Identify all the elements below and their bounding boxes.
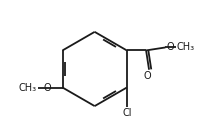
Text: O: O (144, 71, 151, 81)
Text: O: O (44, 82, 51, 93)
Text: CH₃: CH₃ (18, 82, 37, 93)
Text: CH₃: CH₃ (177, 43, 195, 52)
Text: Cl: Cl (122, 108, 132, 118)
Text: O: O (166, 43, 174, 52)
